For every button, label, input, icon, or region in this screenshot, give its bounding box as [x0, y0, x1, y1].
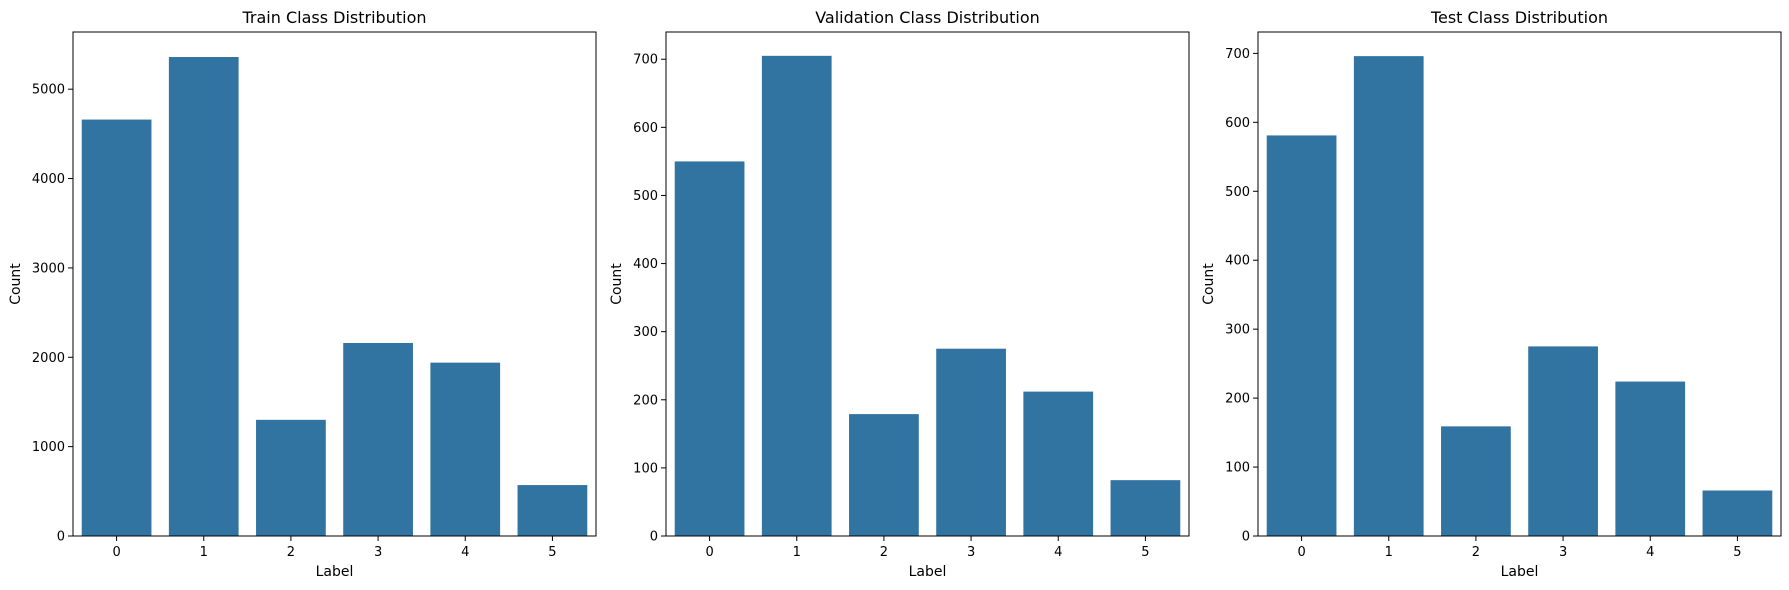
x-tick-label: 4	[1646, 545, 1654, 560]
x-tick-label: 2	[1472, 545, 1480, 560]
chart-panel-0: 0 1 2 3 4 5 0 1000 2000 3000 4000 5000 Train Class D…	[8, 8, 597, 580]
bar-5	[1702, 490, 1773, 536]
plot-frame	[72, 31, 597, 537]
y-tick-label: 400	[633, 257, 658, 272]
x-tick-label: 0	[112, 545, 120, 560]
bar-0	[674, 161, 745, 536]
y-axis-label: Count	[1201, 263, 1217, 305]
x-axis-label: Label	[909, 564, 947, 580]
x-tick-label: 5	[1733, 545, 1741, 560]
x-tick-label: 1	[793, 545, 801, 560]
x-tick-label: 3	[967, 545, 975, 560]
chart-title: Test Class Distribution	[1430, 8, 1608, 27]
y-tick-label: 1000	[32, 440, 65, 455]
bar-0	[81, 119, 152, 536]
bar-4	[1023, 391, 1094, 536]
chart-panel-2: 0 1 2 3 4 5 0 100 200 300 400 500 600 700 Test Class D…	[1201, 8, 1782, 580]
x-tick-label: 0	[705, 545, 713, 560]
y-tick-label: 5000	[32, 83, 65, 98]
x-tick-label: 0	[1297, 545, 1305, 560]
bar-1	[761, 55, 832, 537]
y-tick-label: 2000	[32, 351, 65, 366]
y-tick-label: 4000	[32, 172, 65, 187]
chart-title: Validation Class Distribution	[815, 8, 1040, 27]
y-tick-label: 200	[1225, 392, 1250, 407]
bar-3	[1528, 346, 1598, 536]
bar-4	[1615, 381, 1686, 536]
bar-3	[343, 342, 413, 536]
x-tick-label: 5	[1141, 545, 1149, 560]
chart-title: Train Class Distribution	[242, 8, 427, 27]
y-tick-label: 200	[633, 393, 658, 408]
y-tick-label: 400	[1225, 254, 1250, 269]
y-tick-label: 100	[633, 461, 658, 476]
y-tick-label: 300	[633, 325, 658, 340]
x-tick-label: 3	[374, 545, 382, 560]
x-tick-label: 4	[1054, 545, 1062, 560]
x-tick-label: 5	[548, 545, 556, 560]
y-tick-label: 700	[633, 53, 658, 68]
y-tick-label: 500	[633, 189, 658, 204]
bar-1	[168, 57, 239, 537]
x-tick-label: 2	[880, 545, 888, 560]
plot-frame	[665, 31, 1190, 537]
x-tick-label: 3	[1559, 545, 1567, 560]
y-tick-label: 700	[1225, 47, 1250, 62]
x-tick-label: 4	[461, 545, 469, 560]
bar-5	[1110, 480, 1181, 536]
y-tick-label: 0	[57, 530, 65, 545]
y-tick-label: 600	[633, 121, 658, 136]
y-tick-label: 500	[1225, 185, 1250, 200]
bar-3	[936, 348, 1006, 536]
y-tick-label: 300	[1225, 323, 1250, 338]
x-tick-label: 1	[200, 545, 208, 560]
plot-frame	[1257, 31, 1782, 537]
bar-2	[849, 414, 919, 536]
bar-2	[1441, 426, 1511, 536]
y-tick-label: 0	[1242, 530, 1250, 545]
bar-5	[517, 485, 588, 536]
x-tick-label: 2	[287, 545, 295, 560]
y-axis-label: Count	[8, 263, 24, 305]
x-axis-label: Label	[1501, 564, 1539, 580]
y-tick-label: 0	[650, 530, 658, 545]
bar-0	[1266, 135, 1337, 537]
bar-2	[256, 419, 326, 536]
y-tick-label: 100	[1225, 461, 1250, 476]
y-tick-label: 600	[1225, 116, 1250, 131]
bar-1	[1353, 56, 1424, 536]
y-axis-label: Count	[609, 263, 625, 305]
x-axis-label: Label	[316, 564, 354, 580]
chart-panel-1: 0 1 2 3 4 5 0 100 200 300 400 500 600 700 Validation C…	[609, 8, 1190, 580]
x-tick-label: 1	[1385, 545, 1393, 560]
bar-4	[430, 362, 501, 536]
y-tick-label: 3000	[32, 261, 65, 276]
